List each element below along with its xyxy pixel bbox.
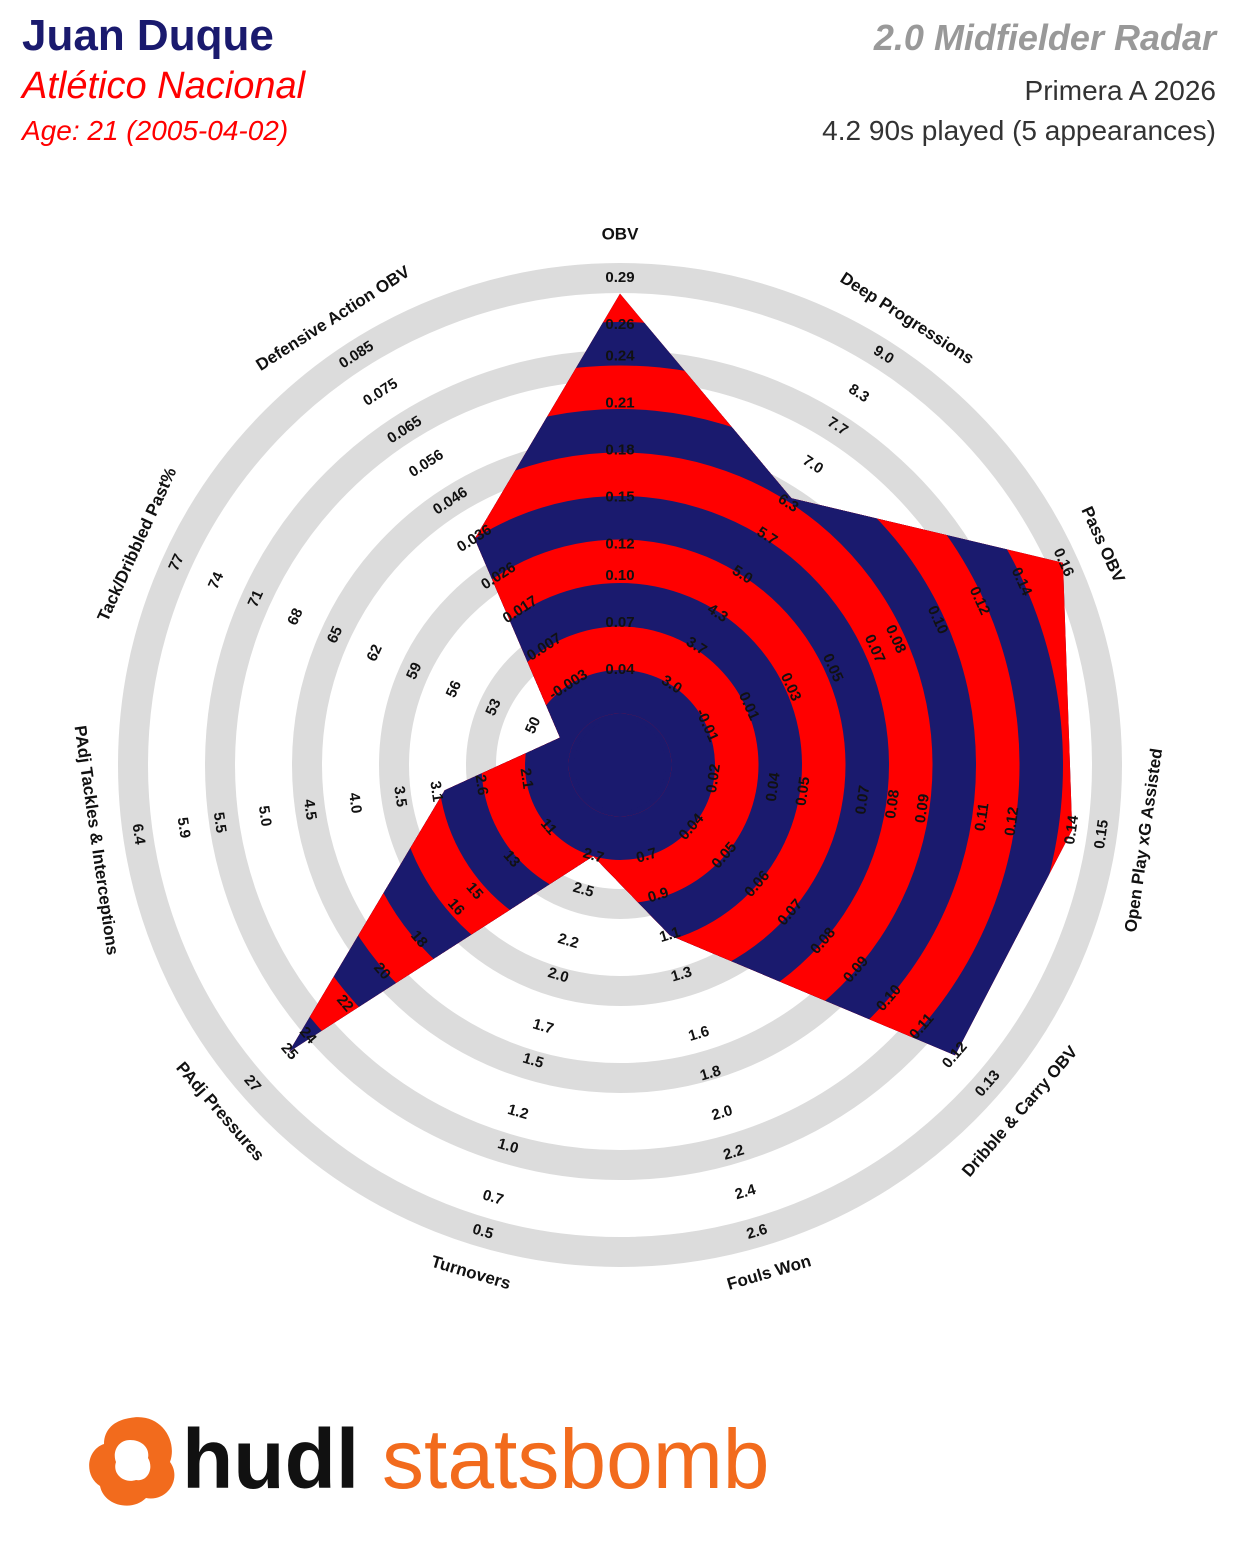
tick-label: 0.05 [793, 776, 814, 807]
tick-label: 0.5 [471, 1221, 496, 1243]
tick-label: 2.0 [546, 964, 571, 986]
tick-label: 2.2 [556, 930, 581, 952]
tick-label: 71 [245, 588, 267, 610]
tick-label: 0.056 [406, 446, 447, 481]
tick-label: 0.07 [605, 614, 634, 631]
axis-label: OBV [602, 224, 640, 243]
tick-label: 0.15 [1091, 819, 1112, 850]
tick-label: 1.1 [657, 924, 682, 946]
logo-statsbomb: statsbomb [382, 1412, 770, 1506]
minutes-played: 4.2 90s played (5 appearances) [822, 115, 1216, 146]
tick-label: 0.7 [634, 845, 659, 867]
tick-label: 0.15 [605, 488, 634, 505]
tick-label: 1.7 [531, 1016, 556, 1038]
tick-label: 4.5 [300, 798, 320, 821]
tick-label: 5.0 [255, 805, 275, 828]
tick-label: 0.04 [605, 661, 635, 678]
radar: 0.04 0.07 0.10 0.12 0.15 0.18 0.21 0.24 0.26 0.29… [71, 224, 1167, 1294]
tick-label: 1.5 [521, 1050, 546, 1072]
tick-label: 2.5 [571, 879, 596, 901]
axis-label: Open Play xG Assisted [1121, 747, 1166, 933]
tick-label: 0.29 [605, 269, 634, 286]
tick-label: 8.3 [845, 381, 872, 407]
tick-label: 1.3 [669, 963, 694, 985]
tick-label: 65 [324, 624, 346, 646]
tick-label: 1.0 [496, 1135, 521, 1157]
tick-label: 0.24 [605, 347, 635, 364]
tick-label: 0.9 [646, 884, 671, 906]
tick-label: 59 [403, 660, 425, 682]
radar-title: 2.0 Midfielder Radar [873, 17, 1218, 58]
tick-label: 4.0 [345, 792, 365, 815]
tick-label: 0.09 [912, 793, 933, 824]
ring [118, 263, 1122, 1267]
tick-label: 0.14 [1061, 814, 1082, 846]
axis-label: Fouls Won [725, 1251, 813, 1294]
tick-label: 62 [363, 642, 385, 664]
tick-label: 3.1 [426, 780, 446, 803]
tick-label: 68 [284, 606, 306, 628]
tick-label: 2.7 [581, 845, 606, 867]
tick-label: 0.21 [605, 394, 634, 411]
player-name: Juan Duque [22, 11, 274, 60]
tick-label: 0.10 [605, 567, 634, 584]
tick-label: 6.4 [129, 823, 149, 847]
tick-label: 0.075 [360, 375, 401, 410]
tick-label: 74 [205, 569, 228, 592]
player-age: Age: 21 (2005-04-02) [20, 115, 288, 146]
tick-label: 1.8 [698, 1062, 723, 1084]
tick-label: 0.12 [1001, 806, 1022, 837]
tick-label: 0.7 [481, 1186, 506, 1208]
tick-label: 2.0 [710, 1102, 735, 1124]
tick-label: 0.12 [605, 536, 634, 553]
tick-label: 50 [522, 714, 544, 736]
tick-label: 2.4 [733, 1181, 758, 1203]
axis-label: Pass OBV [1078, 504, 1129, 586]
tick-label: 0.18 [605, 441, 634, 458]
tick-label: 1.2 [506, 1101, 531, 1123]
tick-label: 53 [482, 696, 504, 718]
tick-label: 0.02 [703, 763, 724, 794]
tick-label: 3.5 [390, 785, 410, 808]
logo: hudl statsbomb [89, 1412, 770, 1506]
tick-label: 2.6 [471, 773, 491, 796]
tick-label: 2.1 [517, 767, 537, 790]
tick-label: 0.04 [763, 771, 784, 803]
tick-label: 5.5 [210, 811, 230, 834]
tick-label: 5.9 [174, 816, 194, 839]
logo-hudl: hudl [182, 1412, 359, 1506]
tick-label: 0.26 [605, 316, 634, 333]
tick-label: 0.11 [972, 802, 993, 833]
axis-label: PAdj Tackles & Interceptions [71, 724, 123, 956]
team-name: Atlético Nacional [20, 65, 307, 107]
tick-label: 1.6 [687, 1023, 712, 1045]
tick-label: 56 [443, 678, 465, 700]
tick-label: 7.0 [800, 452, 827, 478]
axis-label: Turnovers [429, 1252, 513, 1293]
center-disc [574, 719, 666, 811]
tick-label: 0.07 [852, 784, 873, 815]
tick-label: 77 [165, 551, 187, 573]
tick-label: 2.2 [721, 1141, 746, 1163]
tick-label: 0.08 [882, 789, 903, 820]
tick-label: 2.6 [745, 1221, 770, 1243]
logo-icon [89, 1417, 175, 1506]
competition: Primera A 2026 [1025, 75, 1216, 106]
